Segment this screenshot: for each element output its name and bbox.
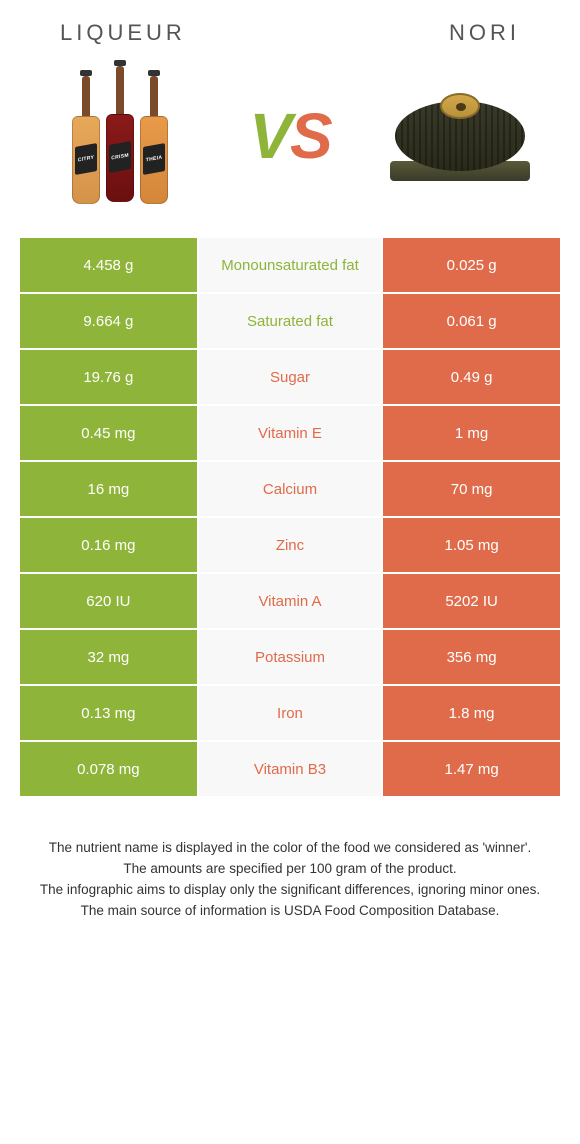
value-left: 19.76 g: [20, 350, 197, 404]
bottle-1: CITRY: [71, 76, 101, 206]
footnote-line: The infographic aims to display only the…: [30, 880, 550, 901]
value-left: 9.664 g: [20, 294, 197, 348]
table-row: 0.078 mgVitamin B31.47 mg: [20, 742, 560, 796]
footnote-line: The nutrient name is displayed in the co…: [30, 838, 550, 859]
header: Liqueur Nori: [0, 0, 580, 56]
value-right: 1.8 mg: [383, 686, 560, 740]
footnote-line: The amounts are specified per 100 gram o…: [30, 859, 550, 880]
table-row: 0.45 mgVitamin E1 mg: [20, 406, 560, 460]
comparison-table: 4.458 gMonounsaturated fat0.025 g9.664 g…: [18, 236, 562, 798]
value-right: 356 mg: [383, 630, 560, 684]
value-right: 1 mg: [383, 406, 560, 460]
nori-image: [380, 66, 540, 206]
nutrient-label: Monounsaturated fat: [199, 238, 381, 292]
nutrient-label: Zinc: [199, 518, 381, 572]
nutrient-label: Calcium: [199, 462, 381, 516]
nutrient-label: Potassium: [199, 630, 381, 684]
value-left: 620 IU: [20, 574, 197, 628]
value-right: 1.05 mg: [383, 518, 560, 572]
footnotes: The nutrient name is displayed in the co…: [0, 798, 580, 942]
vs-badge: VS: [249, 99, 330, 173]
value-left: 4.458 g: [20, 238, 197, 292]
table-row: 4.458 gMonounsaturated fat0.025 g: [20, 238, 560, 292]
images-row: CITRY CRISM THEIA VS: [0, 56, 580, 236]
table-row: 32 mgPotassium356 mg: [20, 630, 560, 684]
value-left: 32 mg: [20, 630, 197, 684]
value-left: 16 mg: [20, 462, 197, 516]
table-row: 19.76 gSugar0.49 g: [20, 350, 560, 404]
value-right: 0.061 g: [383, 294, 560, 348]
value-right: 5202 IU: [383, 574, 560, 628]
vs-s: S: [290, 100, 331, 172]
value-left: 0.45 mg: [20, 406, 197, 460]
nutrient-label: Iron: [199, 686, 381, 740]
table-row: 16 mgCalcium70 mg: [20, 462, 560, 516]
nutrient-label: Sugar: [199, 350, 381, 404]
vs-v: V: [249, 100, 290, 172]
value-right: 70 mg: [383, 462, 560, 516]
table-row: 0.16 mgZinc1.05 mg: [20, 518, 560, 572]
nutrient-label: Vitamin A: [199, 574, 381, 628]
value-right: 0.49 g: [383, 350, 560, 404]
nutrient-label: Saturated fat: [199, 294, 381, 348]
table-row: 9.664 gSaturated fat0.061 g: [20, 294, 560, 348]
bottle-3: THEIA: [139, 76, 169, 206]
bottle-2: CRISM: [105, 66, 135, 206]
table-row: 620 IUVitamin A5202 IU: [20, 574, 560, 628]
nutrient-label: Vitamin B3: [199, 742, 381, 796]
value-right: 1.47 mg: [383, 742, 560, 796]
title-right: Nori: [449, 20, 520, 46]
value-right: 0.025 g: [383, 238, 560, 292]
value-left: 0.13 mg: [20, 686, 197, 740]
footnote-line: The main source of information is USDA F…: [30, 901, 550, 922]
value-left: 0.078 mg: [20, 742, 197, 796]
table-row: 0.13 mgIron1.8 mg: [20, 686, 560, 740]
value-left: 0.16 mg: [20, 518, 197, 572]
title-left: Liqueur: [60, 20, 186, 46]
liqueur-image: CITRY CRISM THEIA: [40, 66, 200, 206]
nutrient-label: Vitamin E: [199, 406, 381, 460]
